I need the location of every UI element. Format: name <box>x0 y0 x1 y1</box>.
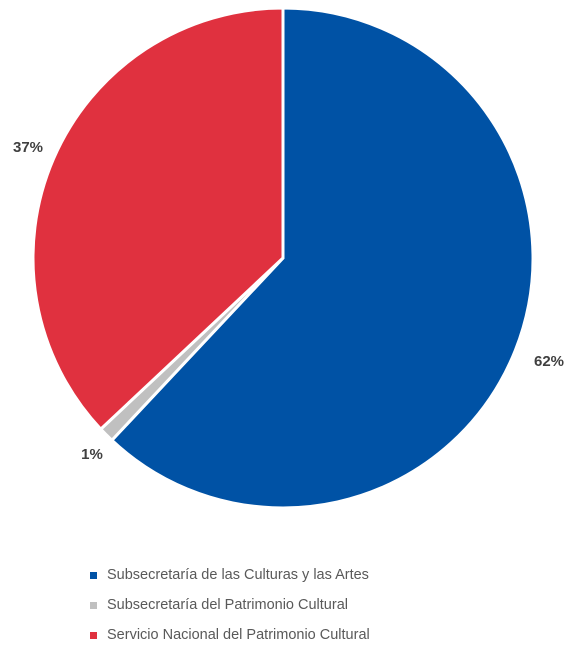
legend-item: Subsecretaría del Patrimonio Cultural <box>90 590 530 620</box>
pie-slices <box>31 6 535 510</box>
data-label-servicio-nacional: 37% <box>13 139 43 156</box>
pie-chart-plot: 62% 1% 37% <box>13 6 564 510</box>
chart-legend: Subsecretaría de las Culturas y las Arte… <box>90 560 530 650</box>
data-label-patrimonio-subsecretaria: 1% <box>81 446 103 463</box>
pie-slice-servicio-nacional <box>31 6 285 432</box>
legend-swatch-servicio-nacional <box>90 631 97 639</box>
pie-data-labels: 62% 1% 37% <box>13 139 564 463</box>
data-label-culturas-artes: 62% <box>534 353 564 370</box>
legend-label-servicio-nacional: Servicio Nacional del Patrimonio Cultura… <box>107 627 370 643</box>
legend-swatch-culturas-artes <box>90 571 97 579</box>
legend-label-patrimonio-subsecretaria: Subsecretaría del Patrimonio Cultural <box>107 597 348 613</box>
legend-item: Servicio Nacional del Patrimonio Cultura… <box>90 620 530 650</box>
pie-slice-culturas-artes <box>109 6 535 510</box>
legend-label-culturas-artes: Subsecretaría de las Culturas y las Arte… <box>107 567 369 583</box>
legend-item: Subsecretaría de las Culturas y las Arte… <box>90 560 530 590</box>
legend-swatch-patrimonio-subsecretaria <box>90 601 97 609</box>
